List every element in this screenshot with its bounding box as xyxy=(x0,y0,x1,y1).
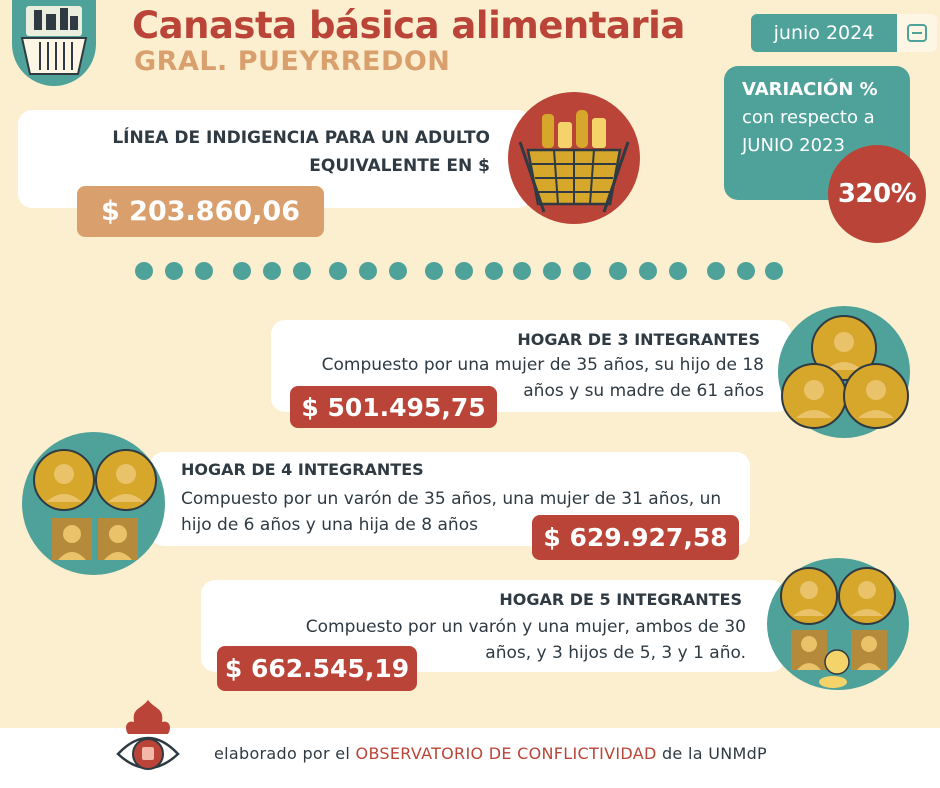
calendar-button[interactable] xyxy=(897,14,937,52)
household-5-price: $ 662.545,19 xyxy=(217,646,417,691)
variation-text: con respecto a JUNIO 2023 xyxy=(742,107,875,156)
divider-dots xyxy=(135,262,783,280)
footer-suffix: de la UNMdP xyxy=(661,744,767,763)
calendar-icon xyxy=(907,24,927,42)
household-5-description: Compuesto por un varón y una mujer, ambo… xyxy=(305,617,746,663)
date-label: junio 2024 xyxy=(751,14,897,52)
household-4-title: HOGAR DE 4 INTEGRANTES xyxy=(181,460,424,479)
basket-logo-icon xyxy=(12,0,96,86)
variation-value: 320% xyxy=(828,145,926,243)
variation-title: VARIACIÓN % xyxy=(742,79,878,100)
household-3-description: Compuesto por una mujer de 35 años, su h… xyxy=(321,355,764,401)
indigencia-value: $ 203.860,06 xyxy=(77,186,324,237)
household-5-title: HOGAR DE 5 INTEGRANTES xyxy=(499,590,742,609)
page-title: Canasta básica alimentaria xyxy=(132,4,685,47)
family-5-icon xyxy=(767,558,909,690)
indigencia-label: LÍNEA DE INDIGENCIA PARA UN ADULTO EQUIV… xyxy=(112,128,490,176)
family-3-icon xyxy=(778,306,910,438)
fist-eye-logo-icon xyxy=(114,698,182,782)
household-4-price: $ 629.927,58 xyxy=(532,515,739,560)
footer-credit: elaborado por el OBSERVATORIO DE CONFLIC… xyxy=(214,744,767,763)
household-3-title: HOGAR DE 3 INTEGRANTES xyxy=(517,330,760,349)
footer-org-link[interactable]: OBSERVATORIO DE CONFLICTIVIDAD xyxy=(355,744,657,763)
page-subtitle: GRAL. PUEYRREDON xyxy=(134,46,451,77)
footer-prefix: elaborado por el xyxy=(214,744,351,763)
household-4-description: Compuesto por un varón de 35 años, una m… xyxy=(181,489,722,535)
household-3-price: $ 501.495,75 xyxy=(290,386,497,428)
grocery-basket-icon xyxy=(508,92,640,224)
family-4-icon xyxy=(22,432,165,575)
